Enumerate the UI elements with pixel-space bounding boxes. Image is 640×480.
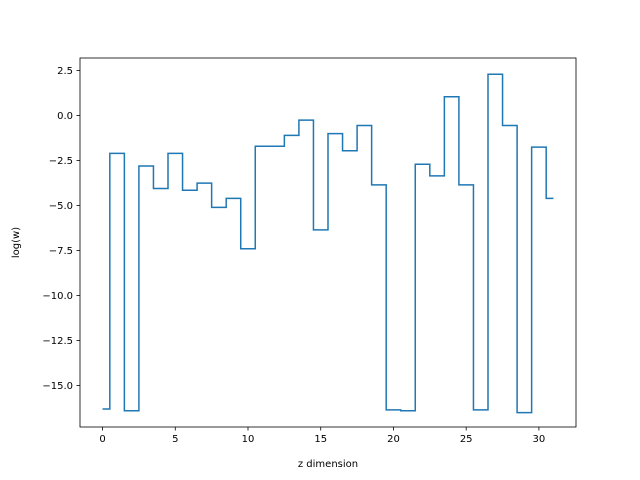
y-tick-label: −10.0 <box>42 291 73 302</box>
x-tick-label: 0 <box>99 434 105 445</box>
y-tick-label: −7.5 <box>49 246 73 257</box>
y-tick-label: −12.5 <box>42 336 73 347</box>
y-axis-label: log(w) <box>11 227 22 258</box>
y-tick-label: −2.5 <box>49 156 73 167</box>
marks-layer <box>102 73 554 414</box>
y-tick-label: −15.0 <box>42 381 73 392</box>
axes-frame <box>79 57 577 428</box>
x-tick-label: 25 <box>460 434 473 445</box>
x-tick-label: 20 <box>387 434 400 445</box>
x-axis-label: z dimension <box>298 459 358 470</box>
series-step-line <box>102 73 554 414</box>
y-axis-ticks: −15.0 −12.5 −10.0 −7.5 −5.0 −2.5 0.0 2.5 <box>42 66 80 392</box>
y-tick-label: 0.0 <box>57 111 73 122</box>
y-tick-label: −5.0 <box>49 201 73 212</box>
x-axis-ticks: 0 5 10 15 20 25 30 <box>99 427 545 445</box>
x-tick-label: 5 <box>172 434 178 445</box>
x-tick-label: 15 <box>314 434 327 445</box>
y-tick-label: 2.5 <box>57 66 73 77</box>
plot-area <box>80 58 576 427</box>
x-tick-label: 30 <box>533 434 546 445</box>
x-tick-label: 10 <box>242 434 255 445</box>
